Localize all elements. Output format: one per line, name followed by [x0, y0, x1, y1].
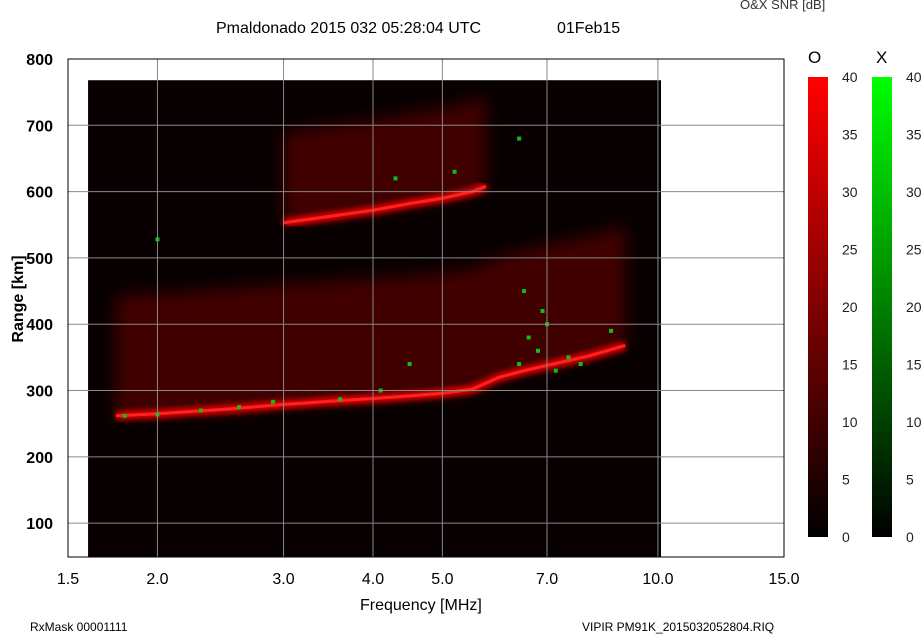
colorbar-x-label: X [876, 48, 888, 67]
o-spread-echo [115, 225, 626, 416]
x-echo-point [609, 328, 614, 333]
footer-left: RxMask 00001111 [30, 620, 128, 634]
x-tick-label: 1.5 [57, 571, 79, 588]
x-echo-point [521, 289, 526, 294]
x-tick-label: 2.0 [146, 571, 168, 588]
colorbar-tick-label: 10 [906, 414, 922, 430]
colorbar-tick-label: 30 [842, 184, 858, 200]
x-tick-label: 15.0 [768, 571, 799, 588]
plot-frame [67, 58, 785, 558]
x-tick-label: 7.0 [536, 571, 558, 588]
x-echo-point [407, 362, 412, 367]
x-echo-point [517, 136, 522, 141]
chart-date: 01Feb15 [557, 20, 621, 37]
x-echo-point [535, 348, 540, 353]
colorbar-tick-label: 5 [842, 472, 850, 488]
colorbar-tick-label: 40 [842, 69, 858, 85]
x-echo-point [338, 397, 343, 402]
colorbar-x [872, 77, 892, 537]
colorbar-o-label: O [808, 48, 822, 67]
y-tick-label: 100 [26, 516, 53, 533]
chart-title: Pmaldonado 2015 032 05:28:04 UTC [216, 20, 482, 37]
x-tick-label: 5.0 [431, 571, 453, 588]
colorbar-tick-label: 35 [842, 127, 858, 143]
x-echo-point [517, 362, 522, 367]
colorbar-tick-label: 10 [842, 414, 858, 430]
y-tick-label: 700 [26, 118, 53, 135]
x-echo-point [198, 408, 203, 413]
y-tick-label: 400 [26, 317, 53, 334]
footer-right: VIPIR PM91K_2015032052804.RIQ [582, 620, 775, 634]
o-trace [115, 344, 626, 418]
x-echo-point [566, 355, 571, 360]
colorbar-tick-label: 25 [906, 242, 922, 258]
x-echo-point [578, 362, 583, 367]
y-tick-label: 800 [26, 52, 53, 69]
colorbar-tick-label: 35 [906, 127, 922, 143]
x-echo-point [270, 399, 275, 404]
colorbar-tick-label: 5 [906, 472, 914, 488]
y-tick-label: 200 [26, 450, 53, 467]
x-echo-point [553, 368, 558, 373]
x-echo-point [237, 405, 242, 410]
colorbar-tick-label: 15 [906, 357, 922, 373]
x-tick-label: 10.0 [642, 571, 673, 588]
x-echo-point [122, 413, 127, 418]
colorbar-title: O&X SNR [dB] [740, 0, 826, 12]
x-tick-label: 3.0 [272, 571, 294, 588]
colorbar-tick-label: 20 [906, 299, 922, 315]
colorbar-tick-label: 0 [842, 529, 850, 545]
x-axis-label: Frequency [MHz] [360, 597, 482, 614]
x-echo-point [452, 169, 457, 174]
x-echo-point [540, 308, 545, 313]
colorbar-tick-label: 15 [842, 357, 858, 373]
colorbar-tick-label: 20 [842, 299, 858, 315]
x-tick-label: 4.0 [362, 571, 384, 588]
x-echo-point [393, 176, 398, 181]
colorbar-o [808, 77, 828, 537]
colorbar-tick-label: 40 [906, 69, 922, 85]
y-tick-label: 300 [26, 384, 53, 401]
colorbar-tick-label: 25 [842, 242, 858, 258]
colorbar-tick-label: 0 [906, 529, 914, 545]
x-echo-point [526, 335, 531, 340]
colorbar-tick-label: 30 [906, 184, 922, 200]
y-tick-label: 500 [26, 251, 53, 268]
y-tick-label: 600 [26, 185, 53, 202]
